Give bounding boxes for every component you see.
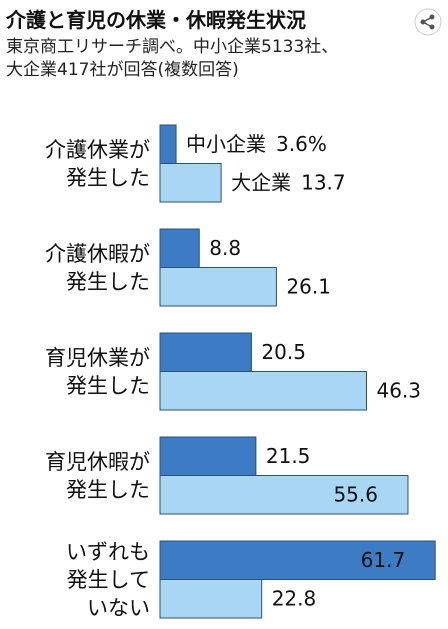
value-label: 20.5 [261, 340, 306, 364]
category-label: 介護休暇が 発生した [45, 241, 150, 294]
value-label: 3.6% [276, 132, 327, 156]
chart-title: 介護と育児の休業・休暇発生状況 [6, 8, 306, 32]
bar [159, 475, 409, 515]
series-name: 大企業 [231, 170, 291, 194]
bar [159, 163, 222, 203]
value-label: 8.8 [209, 236, 241, 260]
series-name: 中小企業 [186, 132, 266, 156]
chart-subtitle: 東京商工リサーチ調べ。中小企業5133社、 大企業417社が回答(複数回答) [6, 37, 339, 80]
value-label: 26.1 [286, 274, 331, 298]
bar [159, 436, 257, 476]
category-label: 育児休業が 発生した [45, 345, 150, 398]
bar [159, 540, 436, 580]
bar [159, 332, 252, 372]
value-label: 55.6 [333, 482, 378, 506]
bar [159, 579, 263, 619]
bar [159, 124, 177, 164]
value-label: 61.7 [361, 548, 406, 572]
share-icon [414, 8, 442, 36]
category-label: 育児休暇が 発生した [45, 449, 150, 502]
value-label: 13.7 [301, 170, 346, 194]
bar [159, 267, 277, 307]
category-label: 介護休業が 発生した [45, 137, 150, 190]
bar [159, 228, 200, 268]
value-label: 46.3 [376, 378, 421, 402]
bar [159, 371, 367, 411]
category-label: いずれも 発生して いない [66, 539, 150, 620]
value-label: 21.5 [266, 444, 311, 468]
value-label: 22.8 [272, 586, 317, 610]
